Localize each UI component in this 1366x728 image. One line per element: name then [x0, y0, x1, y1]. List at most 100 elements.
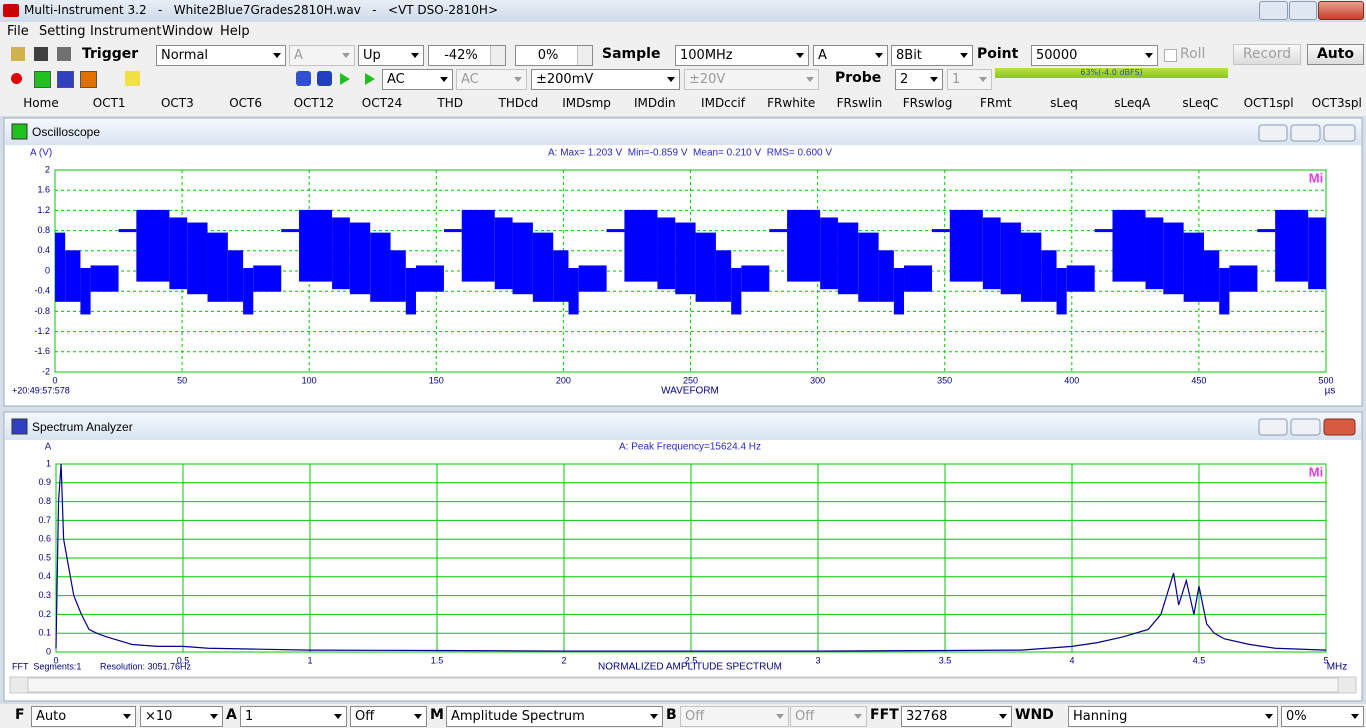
- dropdown[interactable]: 32768: [901, 706, 1012, 727]
- spectrum-icon: [11, 418, 28, 435]
- dropdown[interactable]: 100MHz: [675, 45, 809, 66]
- spin-box[interactable]: -42%: [428, 45, 506, 66]
- dropdown[interactable]: ±200mV: [531, 69, 680, 90]
- tab[interactable]: FRswlin: [836, 96, 883, 110]
- menu-item[interactable]: Instrument: [90, 24, 162, 39]
- scrollbar-thumb[interactable]: [27, 677, 1339, 693]
- dropdown-disabled[interactable]: AC: [456, 69, 527, 90]
- dropdown[interactable]: Auto: [31, 706, 136, 727]
- minimize-button[interactable]: [1259, 1, 1288, 20]
- tab[interactable]: FRswlog: [902, 96, 953, 110]
- label: WND: [1015, 707, 1054, 723]
- tab[interactable]: OCT1: [92, 96, 126, 110]
- y-tick-label: 0.5: [38, 552, 51, 562]
- scope-icon[interactable]: [34, 71, 51, 88]
- x-unit: µs: [1325, 386, 1336, 397]
- close-button[interactable]: [1323, 418, 1356, 436]
- dropdown[interactable]: 50000: [1031, 45, 1158, 66]
- generator-icon[interactable]: [125, 71, 140, 86]
- maximize-button[interactable]: [1290, 124, 1321, 142]
- save-icon[interactable]: [34, 47, 48, 61]
- segments: FFT Segments:1: [12, 661, 81, 671]
- open-icon[interactable]: [11, 47, 25, 61]
- y-tick-label: 2: [45, 164, 50, 174]
- tab[interactable]: sLeqA: [1114, 96, 1151, 110]
- spectrum-icon[interactable]: [57, 71, 74, 88]
- dropdown[interactable]: Hanning: [1068, 706, 1278, 727]
- checkbox[interactable]: Roll: [1162, 45, 1230, 66]
- tab[interactable]: sLeqC: [1182, 96, 1219, 110]
- close-button[interactable]: [1318, 1, 1364, 20]
- menu-item[interactable]: File: [7, 24, 29, 39]
- dropdown[interactable]: AC: [382, 69, 453, 90]
- maximize-button[interactable]: [1290, 418, 1321, 436]
- dropdown[interactable]: 1: [240, 706, 347, 727]
- dropdown-disabled[interactable]: 1: [947, 69, 992, 90]
- spin-box[interactable]: 0%: [515, 45, 593, 66]
- tab[interactable]: IMDdin: [633, 96, 676, 110]
- tab[interactable]: OCT1spl: [1243, 96, 1294, 110]
- button[interactable]: Auto: [1307, 44, 1364, 65]
- menu-item[interactable]: Help: [220, 24, 250, 39]
- tab[interactable]: Home: [23, 96, 59, 110]
- minimize-button[interactable]: [1258, 124, 1288, 142]
- waveform-band: [568, 267, 579, 315]
- tab[interactable]: IMDsmp: [562, 96, 611, 110]
- speaker-icon[interactable]: [317, 71, 332, 86]
- tab[interactable]: sLeq: [1050, 96, 1078, 110]
- button-disabled[interactable]: Record: [1233, 44, 1301, 65]
- title-bar: [0, 0, 1366, 22]
- meter-icon[interactable]: [80, 71, 97, 88]
- dropdown[interactable]: A: [813, 45, 888, 66]
- dropdown[interactable]: ×10: [140, 706, 223, 727]
- tab[interactable]: OCT24: [361, 96, 403, 110]
- dropdown-disabled[interactable]: A: [289, 45, 355, 66]
- record-icon[interactable]: [11, 73, 22, 84]
- play-once-icon[interactable]: [365, 73, 375, 85]
- y-tick-label: 0.6: [38, 534, 51, 544]
- waveform-band: [253, 265, 282, 292]
- waveform-band: [1308, 217, 1326, 290]
- waveform-band: [55, 232, 66, 302]
- maximize-button[interactable]: [1289, 1, 1317, 20]
- x-tick-label: 1.5: [431, 655, 444, 665]
- tool-icon[interactable]: [296, 71, 311, 86]
- y-tick-label: 1: [46, 458, 51, 468]
- close-button[interactable]: [1323, 124, 1356, 142]
- dropdown[interactable]: Up: [358, 45, 424, 66]
- tab[interactable]: THD: [437, 96, 463, 110]
- dropdown[interactable]: Off: [350, 706, 427, 727]
- y-tick-label: -0.4: [34, 286, 50, 296]
- waveform-band: [443, 229, 462, 233]
- play-icon[interactable]: [340, 73, 350, 85]
- dropdown[interactable]: 8Bit: [891, 45, 973, 66]
- dropdown[interactable]: 0%: [1281, 706, 1364, 727]
- waveform-band: [675, 222, 696, 295]
- menu-item[interactable]: Setting: [39, 24, 86, 39]
- tab[interactable]: FRmt: [979, 96, 1012, 110]
- tab[interactable]: OCT6: [229, 96, 262, 110]
- tab[interactable]: OCT3: [160, 96, 194, 110]
- menu-item[interactable]: Window: [162, 24, 214, 39]
- tab[interactable]: OCT12: [293, 96, 335, 110]
- x-tick-label: 3: [815, 655, 820, 665]
- waveform-band: [207, 232, 228, 302]
- minimize-button[interactable]: [1258, 418, 1288, 436]
- dropdown-disabled[interactable]: Off: [680, 706, 789, 727]
- tab[interactable]: FRwhite: [767, 96, 816, 110]
- print-icon[interactable]: [57, 47, 71, 61]
- dropdown[interactable]: Normal: [156, 45, 286, 66]
- waveform-band: [1203, 250, 1220, 302]
- dropdown[interactable]: Amplitude Spectrum: [446, 706, 663, 727]
- dropdown-disabled[interactable]: ±20V: [684, 69, 819, 90]
- tab[interactable]: IMDccif: [701, 96, 745, 110]
- x-tick-label: 0: [53, 655, 58, 665]
- x-tick-label: 500: [1318, 375, 1333, 385]
- dropdown[interactable]: 2: [895, 69, 943, 90]
- dropdown-disabled[interactable]: Off: [790, 706, 867, 727]
- tab[interactable]: OCT3spl: [1311, 96, 1362, 110]
- waveform-band: [858, 232, 879, 302]
- tab[interactable]: THDcd: [498, 96, 539, 110]
- timestamp: +20:49:57:578: [12, 385, 70, 395]
- x-tick-label: 4.5: [1193, 655, 1206, 665]
